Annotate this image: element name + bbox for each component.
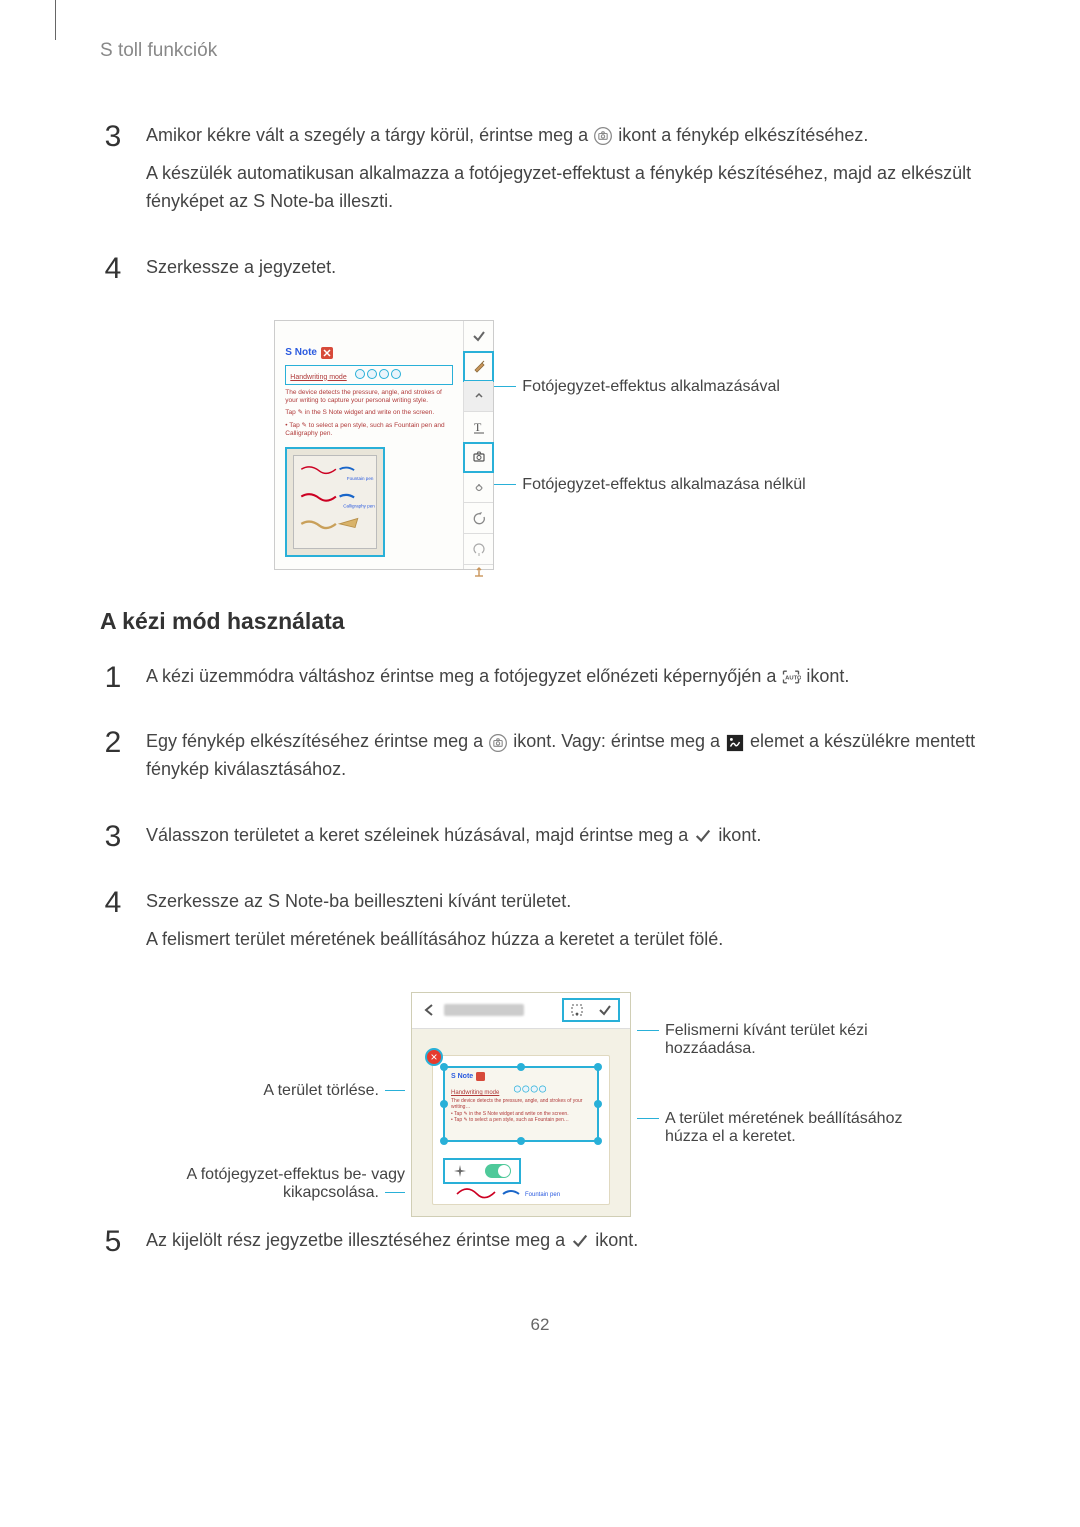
figure-1: S Note Handwriting mode The device detec… — [100, 320, 980, 570]
gallery-icon — [725, 733, 745, 753]
step-3: 3 Amikor kékre vált a szegély a tárgy kö… — [100, 122, 980, 226]
callout-without-effect: Fotójegyzet-effektus alkalmazása nélkül — [522, 476, 805, 493]
camera-icon — [488, 733, 508, 753]
figure1-screenshot: S Note Handwriting mode The device detec… — [274, 320, 494, 570]
fig1-desc2b: • Tap ✎ to select a pen style, such as F… — [285, 422, 453, 439]
figure2-right-callouts: Felismerni kívánt terület kézi hozzáadás… — [637, 992, 905, 1146]
figure2-topbar — [412, 993, 630, 1029]
figure-2: A terület törlése. A fotójegyzet-effektu… — [100, 992, 980, 1217]
section2-title: A kézi mód használata — [100, 608, 980, 635]
check-icon — [570, 1231, 590, 1251]
svg-text:Fountain pen: Fountain pen — [525, 1192, 560, 1198]
callout-add-area: Felismerni kívánt terület kézi hozzáadás… — [665, 1022, 885, 1058]
handwriting-mode-row: Handwriting mode — [285, 365, 453, 385]
svg-text:Calligraphy pen: Calligraphy pen — [343, 503, 375, 508]
selection-box: S Note Handwriting mode The device detec… — [443, 1066, 599, 1142]
figure1-callouts: Fotójegyzet-effektus alkalmazásával Fotó… — [494, 320, 805, 494]
svg-text:AUTO: AUTO — [786, 675, 802, 681]
s2-step-5: 5 Az kijelölt rész jegyzetbe illesztéséh… — [100, 1227, 980, 1265]
s2-step-1: 1 A kézi üzemmódra váltáshoz érintse meg… — [100, 663, 980, 701]
svg-text:Fountain pen: Fountain pen — [347, 476, 374, 481]
toggle-on — [485, 1164, 511, 1178]
figure2-left-callouts: A terület törlése. A fotójegyzet-effektu… — [175, 992, 405, 1202]
fig1-desc1: The device detects the pressure, angle, … — [285, 389, 453, 406]
fig1-desc2a: Tap ✎ in the S Note widget and write on … — [285, 409, 453, 417]
camera-tool-icon — [463, 442, 494, 473]
step4-text: Szerkessze a jegyzetet. — [146, 254, 980, 282]
step3-text-b: ikont a fénykép elkészítéséhez. — [618, 125, 868, 145]
step3-para2: A készülék automatikusan alkalmazza a fo… — [146, 160, 980, 216]
photo-preview: Fountain pen Calligraphy pen — [285, 447, 385, 557]
step-num: 3 — [100, 122, 126, 152]
check-icon — [598, 1003, 612, 1017]
page-number: 62 — [100, 1315, 980, 1335]
pen-tool-icon — [463, 351, 494, 382]
effect-toggles — [443, 1158, 521, 1184]
step-num: 4 — [100, 254, 126, 284]
s2-step-4: 4 Szerkessze az S Note-ba beilleszteni k… — [100, 888, 980, 964]
camera-icon — [593, 126, 613, 146]
svg-text:T: T — [474, 420, 482, 434]
sparkle-icon — [453, 1164, 467, 1178]
back-icon — [422, 1003, 436, 1017]
auto-mode-icon: AUTO — [781, 667, 801, 687]
step3-text-a: Amikor kékre vált a szegély a tárgy körü… — [146, 125, 593, 145]
handwriting-sample: Fountain pen — [455, 1184, 575, 1202]
figure1-sidebar: T — [463, 321, 493, 569]
check-icon — [693, 826, 713, 846]
callout-toggle-effect: A fotójegyzet-effektus be- vagy kikapcso… — [187, 1166, 406, 1201]
callout-delete-area: A terület törlése. — [263, 1082, 379, 1099]
blurred-title — [444, 1004, 524, 1016]
snote-title: S Note — [285, 347, 453, 359]
step-4: 4 Szerkessze a jegyzetet. — [100, 254, 980, 292]
add-area-icon — [570, 1003, 584, 1017]
callout-with-effect: Fotójegyzet-effektus alkalmazásával — [522, 378, 780, 395]
page-header: S toll funkciók — [100, 40, 980, 62]
figure2-screenshot: × S Note Handwriting mode The device det… — [411, 992, 631, 1217]
s2-step-2: 2 Egy fénykép elkészítéséhez érintse meg… — [100, 728, 980, 794]
s2-step-3: 3 Válasszon területet a keret széleinek … — [100, 822, 980, 860]
callout-resize-area: A terület méretének beállításához húzza … — [665, 1110, 905, 1146]
